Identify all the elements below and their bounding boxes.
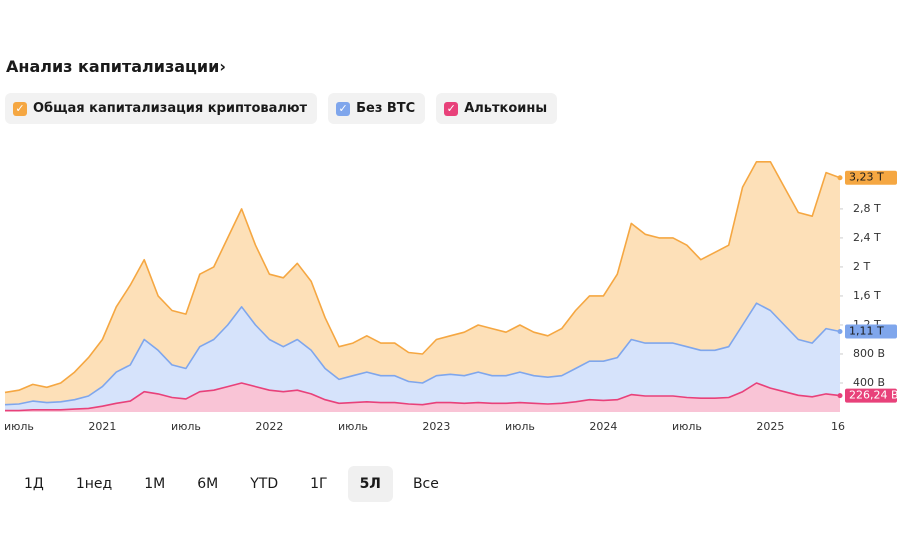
range-button[interactable]: 1Д: [24, 476, 44, 492]
legend-item[interactable]: ✓ Без BTC: [328, 93, 426, 124]
legend-checkbox[interactable]: ✓: [336, 101, 351, 116]
x-tick-label: 16: [831, 420, 845, 433]
badge-bg: [845, 388, 897, 403]
badge-bg: [845, 324, 897, 339]
area-line: [4, 302, 841, 406]
badge-label: 1,11 T: [849, 324, 884, 337]
area-line: [4, 161, 841, 394]
x-tick-label: июль: [505, 420, 535, 433]
range-button[interactable]: YTD: [250, 476, 279, 492]
y-tick-label: 1,6 T: [853, 289, 881, 302]
badge-label: 226,24 B: [849, 389, 899, 402]
x-tick-label: июль: [4, 420, 34, 433]
x-tick-label: июль: [672, 420, 702, 433]
y-tick-label: 400 B: [853, 376, 885, 389]
last-value-badge: 3,23 T: [837, 170, 897, 185]
range-buttons: 1Д 1нед 1М 6М YTD 1Г 5Л Все: [12, 466, 451, 502]
y-tick-label: 800 B: [853, 347, 885, 360]
x-tick-label: 2022: [255, 420, 283, 433]
last-point: [837, 175, 843, 181]
last-point: [837, 328, 843, 334]
y-tick-label: 2,8 T: [853, 202, 881, 215]
x-tick-label: июль: [338, 420, 368, 433]
legend-item[interactable]: ✓ Общая капитализация криптовалют: [5, 93, 318, 124]
range-button[interactable]: 1нед: [75, 476, 113, 492]
area-fill: [5, 303, 840, 412]
range-button[interactable]: 1М: [144, 476, 166, 492]
x-tick-label: июль: [171, 420, 201, 433]
legend-item[interactable]: ✓ Альткоины: [436, 93, 558, 124]
x-tick-label: 2024: [589, 420, 617, 433]
x-tick-label: 2021: [88, 420, 116, 433]
range-button[interactable]: 5Л: [347, 466, 393, 502]
last-value-badge: 226,24 B: [837, 388, 899, 403]
badge-label: 3,23 T: [849, 171, 884, 184]
badge-bg: [845, 170, 897, 185]
y-tick-label: 2,4 T: [853, 231, 881, 244]
range-button[interactable]: 6М: [197, 476, 219, 492]
x-tick-label: 2023: [422, 420, 450, 433]
legend-checkbox[interactable]: ✓: [444, 101, 459, 116]
legend-checkbox[interactable]: ✓: [13, 101, 27, 116]
last-value-badge: 1,11 T: [837, 324, 897, 339]
legend-label: Общая капитализация криптовалют: [33, 101, 308, 116]
x-tick-label: 2025: [756, 420, 784, 433]
legend-label: Альткоины: [464, 101, 548, 116]
legend: ✓ Общая капитализация криптовалют ✓ Без BTC…: [5, 93, 558, 124]
last-point: [837, 393, 843, 399]
widget-title[interactable]: Анализ капитализации›: [6, 57, 226, 76]
area-line: [5, 382, 841, 412]
y-tick-label: 2 T: [853, 260, 870, 273]
legend-label: Без BTC: [356, 101, 416, 116]
range-button[interactable]: Все: [412, 476, 439, 492]
range-button[interactable]: 1Г: [310, 476, 328, 492]
